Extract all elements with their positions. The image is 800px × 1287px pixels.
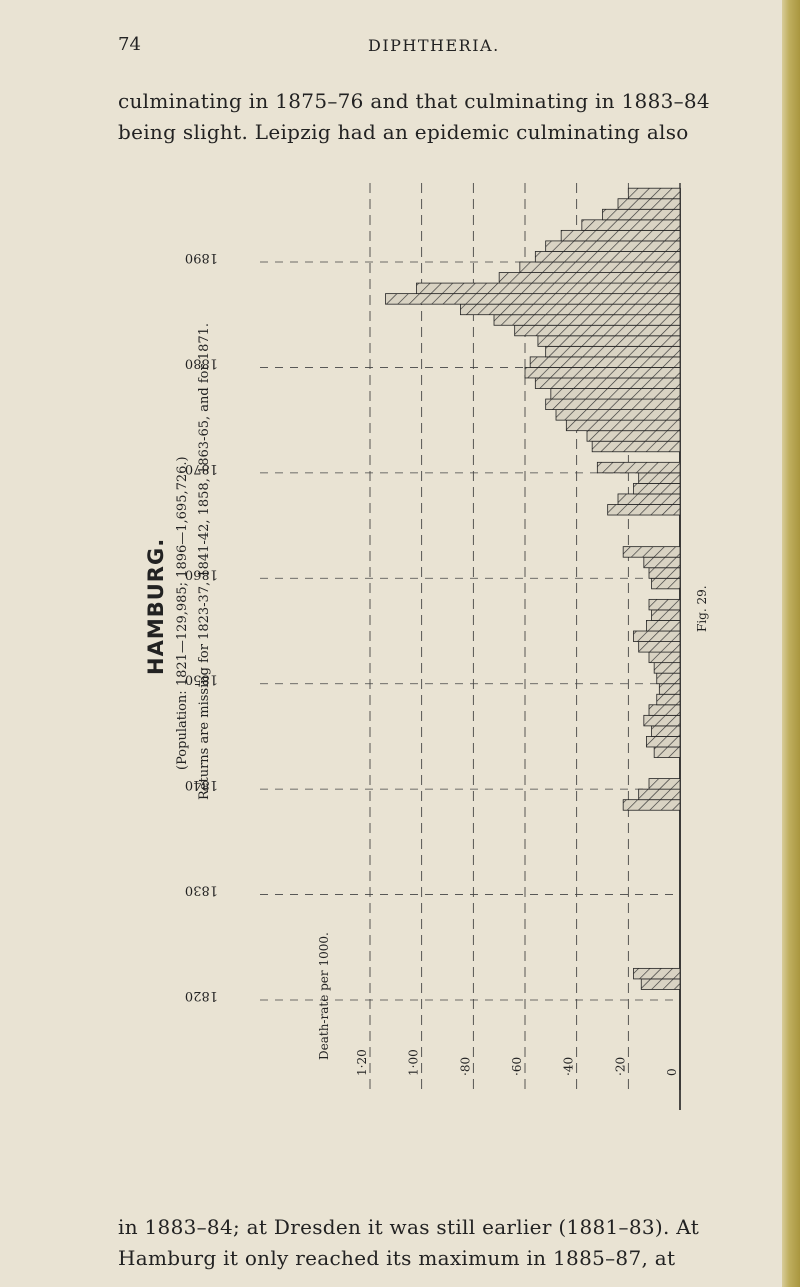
bar-1856 (651, 609, 681, 621)
bar-1821 (640, 978, 681, 990)
running-head: DIPHTHERIA. (368, 36, 500, 55)
year-tick-label: 1870 (185, 461, 218, 476)
bar-1846 (643, 714, 681, 727)
bar-1870 (596, 461, 681, 474)
bar-1853 (638, 641, 681, 653)
year-tick-label: 1860 (185, 566, 218, 581)
rate-tick-label: 0 (665, 1068, 679, 1076)
text-block-bottom: in 1883–84; at Dresden it was still earl… (118, 1212, 758, 1274)
bar-1882 (537, 335, 681, 347)
bar-1895 (617, 198, 681, 210)
bar-1850 (656, 672, 681, 685)
year-tick-label: 1880 (185, 355, 218, 370)
bar-1876 (545, 398, 681, 410)
rate-tick-label: ·20 (613, 1057, 627, 1076)
bar-1886 (385, 293, 681, 305)
chart-subtitle-population: (Population: 1821—129,985; 1896—1,695,72… (175, 456, 190, 770)
bar-1894 (602, 208, 681, 221)
rate-tick-label: 1·20 (355, 1049, 369, 1076)
year-tick-label: 1820 (185, 988, 218, 1003)
bar-1862 (622, 546, 681, 558)
chart-bars (385, 187, 681, 990)
bar-1866 (607, 504, 681, 516)
bar-1822 (633, 967, 681, 980)
bar-1879 (524, 367, 681, 379)
bar-1840 (648, 778, 681, 790)
bar-1847 (648, 704, 681, 716)
bar-1845 (651, 725, 681, 737)
rate-tick-label: ·40 (562, 1057, 576, 1076)
bar-1893 (581, 219, 681, 231)
bar-1844 (646, 736, 681, 748)
bar-1857 (648, 598, 681, 611)
bar-1891 (545, 240, 681, 252)
bar-1839 (638, 788, 681, 801)
bar-1851 (653, 662, 681, 674)
bar-1880 (529, 356, 681, 368)
chart-title: HAMBURG. (144, 538, 168, 675)
bar-1873 (586, 430, 681, 442)
year-tick-label: 1840 (185, 777, 218, 792)
bar-1878 (534, 377, 681, 389)
bar-1860 (648, 567, 681, 579)
bar-1881 (545, 345, 681, 358)
text-line: Hamburg it only reached its maximum in 1… (118, 1246, 676, 1270)
text-block-top: culminating in 1875–76 and that culminat… (118, 86, 758, 148)
bar-1848 (656, 693, 681, 706)
bar-1889 (519, 261, 681, 273)
year-tick-label: 1830 (185, 883, 218, 898)
bar-1887 (416, 282, 681, 295)
page-number: 74 (118, 34, 141, 55)
bar-1872 (591, 440, 681, 453)
bar-1869 (638, 472, 681, 484)
bar-1890 (534, 251, 681, 263)
bar-1884 (493, 314, 681, 326)
bar-1868 (633, 482, 681, 495)
figure-label: Fig. 29. (695, 585, 709, 632)
text-line: being slight. Leipzig had an epidemic cu… (118, 120, 689, 144)
bar-1885 (460, 303, 681, 316)
bar-1849 (658, 683, 681, 695)
bar-1883 (514, 324, 681, 337)
bar-1854 (633, 630, 681, 642)
year-tick-label: 1850 (185, 672, 218, 687)
rate-axis-label: Death-rate per 1000. (317, 932, 331, 1060)
bar-1892 (560, 229, 681, 242)
text-line: in 1883–84; at Dresden it was still earl… (118, 1215, 700, 1239)
chart-subtitle-returns: Returns are missing for 1823-37, 1841-42… (197, 323, 212, 800)
text-line: culminating in 1875–76 and that culminat… (118, 89, 710, 113)
bar-1843 (653, 746, 681, 758)
bar-1838 (622, 799, 681, 811)
page-edge-binding (782, 0, 800, 1287)
rate-tick-label: ·60 (510, 1057, 524, 1076)
bar-1867 (617, 493, 681, 505)
rate-tick-label: ·80 (458, 1057, 472, 1076)
bar-1859 (651, 577, 681, 590)
bar-1875 (555, 409, 681, 421)
bar-1896 (627, 187, 681, 200)
bar-1888 (498, 272, 681, 284)
bar-1861 (643, 556, 681, 569)
year-tick-label: 1890 (185, 250, 218, 265)
bar-1874 (565, 419, 681, 432)
chart-ticks: 1·20 1·00 ·80 ·60 ·40 ·20 0 1820 1830 1840 1850 186… (185, 250, 679, 1076)
bar-1852 (648, 651, 681, 664)
rate-tick-label: 1·00 (407, 1049, 421, 1076)
bar-1855 (646, 620, 681, 632)
bar-1877 (550, 388, 681, 400)
